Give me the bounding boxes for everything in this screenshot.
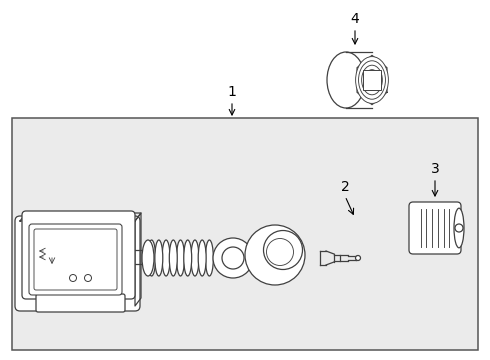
Circle shape <box>455 224 463 232</box>
Circle shape <box>84 274 92 282</box>
Ellipse shape <box>454 208 464 248</box>
Text: 4: 4 <box>351 12 359 26</box>
Bar <box>12 118 478 350</box>
Ellipse shape <box>191 240 199 276</box>
FancyBboxPatch shape <box>29 224 122 295</box>
FancyBboxPatch shape <box>15 216 140 311</box>
Circle shape <box>356 256 361 261</box>
FancyBboxPatch shape <box>34 229 117 290</box>
Ellipse shape <box>327 52 365 108</box>
Text: 2: 2 <box>341 180 349 194</box>
Ellipse shape <box>205 240 213 276</box>
Ellipse shape <box>176 240 184 276</box>
Ellipse shape <box>267 239 294 266</box>
Circle shape <box>70 274 76 282</box>
Ellipse shape <box>170 240 177 276</box>
Text: 3: 3 <box>431 162 440 176</box>
Ellipse shape <box>142 240 154 276</box>
Text: 1: 1 <box>227 85 237 99</box>
Ellipse shape <box>356 57 389 103</box>
Ellipse shape <box>362 65 382 95</box>
FancyBboxPatch shape <box>409 202 461 254</box>
Ellipse shape <box>147 240 156 276</box>
Ellipse shape <box>264 230 302 270</box>
FancyBboxPatch shape <box>363 69 381 90</box>
Ellipse shape <box>222 247 244 269</box>
Ellipse shape <box>359 61 386 99</box>
Ellipse shape <box>365 69 379 90</box>
FancyBboxPatch shape <box>22 211 135 299</box>
Ellipse shape <box>245 225 305 285</box>
Ellipse shape <box>155 240 163 276</box>
Ellipse shape <box>213 238 253 278</box>
Ellipse shape <box>184 240 192 276</box>
FancyBboxPatch shape <box>36 294 125 312</box>
Ellipse shape <box>162 240 170 276</box>
Ellipse shape <box>198 240 206 276</box>
